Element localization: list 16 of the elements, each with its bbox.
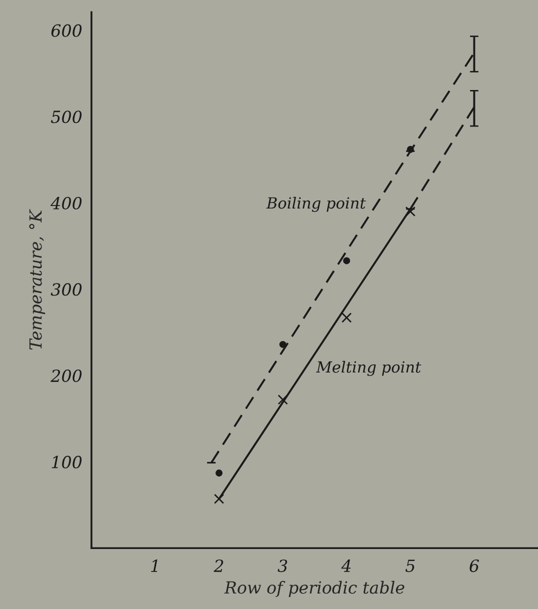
x-tick-label: 6	[470, 560, 479, 572]
x-tick-label: 2	[214, 560, 224, 572]
y-tick-label: 100	[52, 456, 82, 468]
series-label: Boiling point	[266, 196, 366, 212]
x-tick-label: 3	[278, 560, 288, 572]
series-label: Melting point	[316, 360, 422, 376]
y-tick-label: 200	[50, 369, 82, 382]
y-axis-title: Temperature, °K	[29, 209, 46, 350]
x-tick-label: 4	[341, 560, 351, 572]
y-tick-label: 500	[50, 110, 82, 124]
x-axis-title: Row of periodic table	[224, 580, 404, 598]
x-tick-label: 5	[405, 560, 415, 572]
x-tick-label: 1	[151, 560, 158, 572]
y-tick-label: 400	[50, 196, 82, 210]
y-tick-label: 600	[51, 24, 82, 37]
y-tick-label: 300	[50, 283, 82, 296]
